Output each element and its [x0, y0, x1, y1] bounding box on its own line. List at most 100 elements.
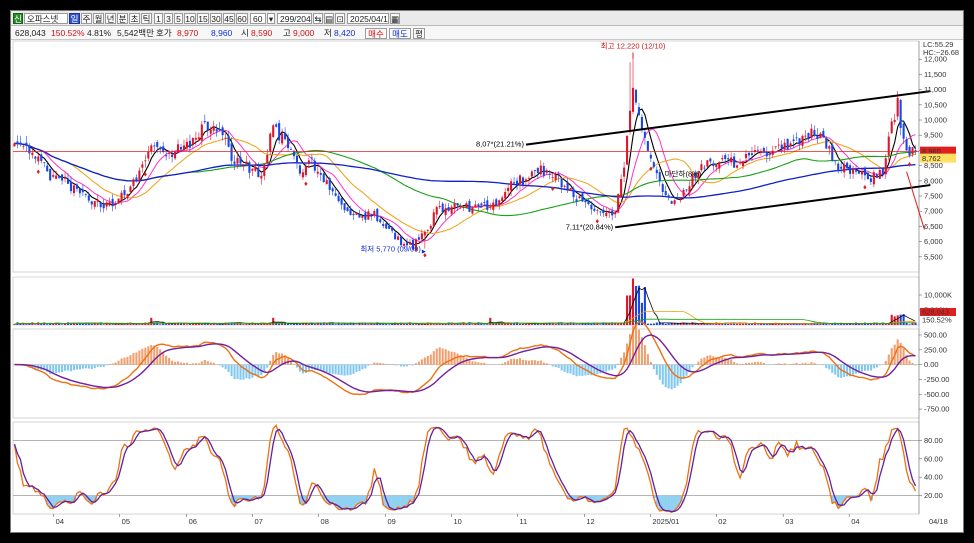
count-3-button[interactable]: 3: [164, 13, 173, 24]
macd-histogram-bar: [854, 364, 858, 374]
macd-histogram-bar: [753, 362, 756, 365]
candle-body: [58, 176, 61, 178]
stoch-oversold-fill: [349, 495, 353, 511]
sell-button[interactable]: 매도: [389, 28, 411, 39]
candle-body: [649, 154, 652, 159]
volume-bar: [319, 322, 322, 325]
count-10-button[interactable]: 10: [184, 13, 196, 24]
volume-bar: [798, 323, 801, 325]
macd-histogram-bar: [307, 364, 310, 372]
x-tick-label: 04: [851, 517, 859, 526]
candle-body: [307, 160, 310, 165]
macd-histogram-bar: [887, 354, 890, 365]
candle-body: [902, 123, 905, 139]
volume-bar: [28, 324, 31, 325]
volume-bar: [93, 322, 96, 325]
range-field[interactable]: 299/2044: [277, 13, 312, 24]
candle-body: [81, 189, 84, 193]
candle-body: [269, 133, 272, 152]
count-60-button[interactable]: 60: [236, 13, 248, 24]
calendar-icon[interactable]: ▦: [390, 13, 400, 24]
count-45-button[interactable]: 45: [223, 13, 235, 24]
volume-bar: [744, 323, 748, 325]
volume-bar: [682, 322, 685, 325]
chart-tool-icon[interactable]: ⇆: [313, 13, 323, 24]
volume-bar: [334, 324, 337, 325]
macd-histogram-bar: [759, 362, 762, 365]
candle-body: [153, 145, 156, 147]
candle-body: [108, 202, 111, 206]
macd-histogram-bar: [533, 360, 536, 365]
candle-body: [52, 175, 55, 177]
candle-body: [557, 175, 560, 176]
macd-histogram-bar: [878, 364, 881, 366]
volume-bar: [617, 323, 620, 325]
count-15-button[interactable]: 15: [197, 13, 209, 24]
stoch-oversold-fill: [590, 495, 594, 502]
stoch-oversold-fill: [233, 495, 237, 507]
period-minute-button[interactable]: 분: [117, 13, 128, 24]
macd-histogram-bar: [108, 363, 111, 365]
candle-body: [831, 144, 834, 162]
volume-bar: [99, 322, 102, 325]
volume-bar: [902, 314, 905, 325]
macd-histogram-bar: [218, 364, 221, 366]
zoom-icon[interactable]: ⊡: [335, 13, 345, 24]
candle-body: [426, 230, 429, 231]
candle-body: [617, 194, 620, 213]
date-field[interactable]: 2025/04/18: [347, 13, 389, 24]
count-30-button[interactable]: 30: [210, 13, 222, 24]
macd-histogram-bar: [670, 364, 673, 390]
macd-histogram-bar: [590, 364, 593, 376]
volume-bar: [804, 323, 807, 325]
period-year-button[interactable]: 년: [105, 13, 116, 24]
volume-bar: [756, 324, 759, 325]
period-second-button[interactable]: 초: [129, 13, 140, 24]
flat-button[interactable]: 평: [413, 28, 425, 39]
stoch-oversold-fill: [382, 495, 386, 505]
volume-bar: [61, 324, 64, 325]
volume-bar: [890, 314, 893, 325]
volume-bar: [623, 323, 626, 325]
candle-body: [631, 87, 635, 112]
x-tick-label: 08: [321, 517, 329, 526]
volume-bar: [709, 324, 712, 325]
signal-marker-icon: ♦: [304, 179, 308, 188]
stoch-oversold-fill: [652, 495, 656, 499]
volume-bar: [620, 322, 623, 325]
stoch-oversold-fill: [852, 495, 856, 498]
macd-histogram-bar: [414, 363, 417, 365]
count-5-button[interactable]: 5: [174, 13, 183, 24]
volume-bar: [846, 323, 849, 325]
buy-button[interactable]: 매수: [365, 28, 387, 39]
current-price-label: 8,960: [922, 147, 941, 156]
candle-body: [61, 174, 64, 181]
macd-histogram-bar: [295, 364, 299, 368]
stock-name-field[interactable]: 오파스넷: [24, 13, 68, 24]
period-day-button[interactable]: 일: [69, 13, 80, 24]
stock-chart[interactable]: 최고 12,220 (12/10) 8,07*(21.21%) 7,11*(20.8…: [11, 11, 964, 533]
volume-bar: [667, 323, 670, 325]
macd-histogram-bar: [385, 363, 388, 365]
stoch-oversold-fill: [254, 495, 258, 497]
candle-body: [658, 172, 661, 182]
period-dropdown[interactable]: 60: [250, 13, 266, 24]
count-1-button[interactable]: 1: [154, 13, 163, 24]
macd-histogram-bar: [572, 364, 575, 376]
period-month-button[interactable]: 월: [93, 13, 104, 24]
price-tick-label: 9,500: [924, 131, 943, 140]
dropdown-arrow-icon[interactable]: ▾: [267, 13, 275, 24]
volume-bar: [530, 324, 533, 325]
macd-histogram-bar: [518, 358, 522, 365]
period-tick-button[interactable]: 틱: [141, 13, 152, 24]
macd-histogram-bar: [132, 353, 135, 365]
macd-histogram-bar: [831, 364, 834, 373]
candle-body: [715, 164, 718, 168]
volume-bar: [292, 323, 296, 325]
volume-bar: [676, 323, 679, 325]
candle-body: [765, 152, 768, 157]
save-icon[interactable]: ▤: [324, 13, 334, 24]
candle-body: [117, 198, 120, 203]
candle-body: [400, 236, 403, 246]
period-week-button[interactable]: 주: [81, 13, 92, 24]
